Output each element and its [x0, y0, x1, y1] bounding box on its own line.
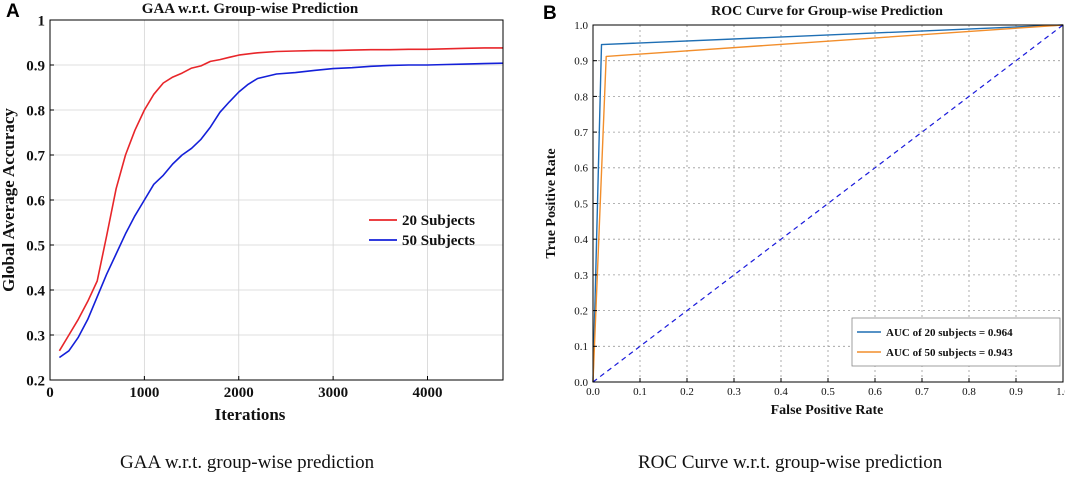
charta-legend-label-1: 20 Subjects	[402, 213, 475, 229]
charta-xtick-label-4: 4000	[413, 385, 443, 401]
chartb-xtick-label-6: 0.6	[868, 386, 882, 398]
chartb-xtick-label-9: 0.9	[1009, 386, 1023, 398]
chartb-panel-label: B	[543, 3, 557, 24]
chartb-xtick-label-3: 0.3	[727, 386, 741, 398]
chartb-ytick-label-1: 0.1	[574, 341, 588, 353]
chartb-ytick-label-2: 0.2	[574, 305, 588, 317]
chartb-ytick-label-7: 0.7	[574, 127, 588, 139]
chartb-xtick-label-7: 0.7	[915, 386, 929, 398]
chartb-legend-box	[851, 317, 1061, 367]
chartb-xtick-label-4: 0.4	[774, 386, 788, 398]
chartb-ytick-label-0: 0.0	[574, 377, 588, 389]
chartb-title: ROC Curve for Group-wise Prediction	[711, 4, 943, 19]
charta-series-1	[58, 47, 503, 352]
chartb-ytick-label-4: 0.4	[574, 234, 588, 246]
charta-legend-label-2: 50 Subjects	[402, 233, 475, 249]
chartb-xtick-label-10: 1.0	[1056, 386, 1065, 398]
chartb-xtick-label-5: 0.5	[821, 386, 835, 398]
chartb-ytick-label-3: 0.3	[574, 270, 588, 282]
charta-series-2	[58, 62, 504, 359]
chartb-series-1	[592, 24, 1064, 383]
charta-ytick-label-8: 1	[38, 13, 46, 29]
chartb-ytick-label-6: 0.6	[574, 163, 588, 175]
charta-xlabel: Iterations	[215, 405, 286, 424]
charta-ytick-label-7: 0.9	[26, 58, 45, 74]
chartb-xtick-label-2: 0.2	[680, 386, 694, 398]
charta-ytick-label-0: 0.2	[26, 373, 45, 389]
chartb-xlabel: False Positive Rate	[771, 403, 884, 418]
charta-ytick-label-1: 0.3	[26, 328, 45, 344]
charta-ytick-label-6: 0.8	[26, 103, 45, 119]
chartb-ylabel: True Positive Rate	[544, 148, 559, 258]
charta-ytick-label-5: 0.7	[26, 148, 45, 164]
chartb-legend-label-1: AUC of 20 subjects = 0.964	[886, 327, 1013, 339]
charta-xtick-label-2: 2000	[224, 385, 254, 401]
charta-title: GAA w.r.t. Group-wise Prediction	[142, 1, 359, 17]
chartb-ytick-label-5: 0.5	[574, 198, 588, 210]
charta-xtick-label-3: 3000	[318, 385, 348, 401]
chartb-xtick-label-0: 0.0	[586, 386, 600, 398]
charta-xtick-label-1: 1000	[129, 385, 159, 401]
caption-a: GAA w.r.t. group-wise prediction	[120, 452, 375, 473]
charta-ytick-label-3: 0.5	[26, 238, 45, 254]
charta-ytick-label-2: 0.4	[26, 283, 45, 299]
chartb-legend-label-2: AUC of 50 subjects = 0.943	[886, 347, 1013, 359]
chartb-xtick-label-1: 0.1	[633, 386, 647, 398]
caption-b: ROC Curve w.r.t. group-wise prediction	[638, 452, 943, 473]
chartb-ytick-label-10: 1.0	[574, 20, 588, 32]
charta-ytick-label-4: 0.6	[26, 193, 45, 209]
chartb-series-2	[592, 24, 1064, 383]
charta-ylabel: Global Average Accuracy	[0, 108, 18, 292]
chartb-xtick-label-8: 0.8	[962, 386, 976, 398]
charta-xtick-label-0: 0	[46, 385, 54, 401]
charta-panel-label: A	[6, 1, 20, 22]
chartb-ytick-label-8: 0.8	[574, 91, 588, 103]
chartb-ytick-label-9: 0.9	[574, 56, 588, 68]
